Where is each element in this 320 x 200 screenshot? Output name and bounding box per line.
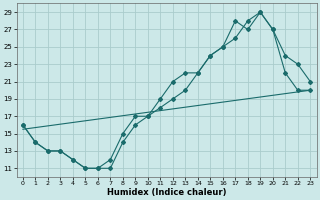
X-axis label: Humidex (Indice chaleur): Humidex (Indice chaleur) [107, 188, 226, 197]
